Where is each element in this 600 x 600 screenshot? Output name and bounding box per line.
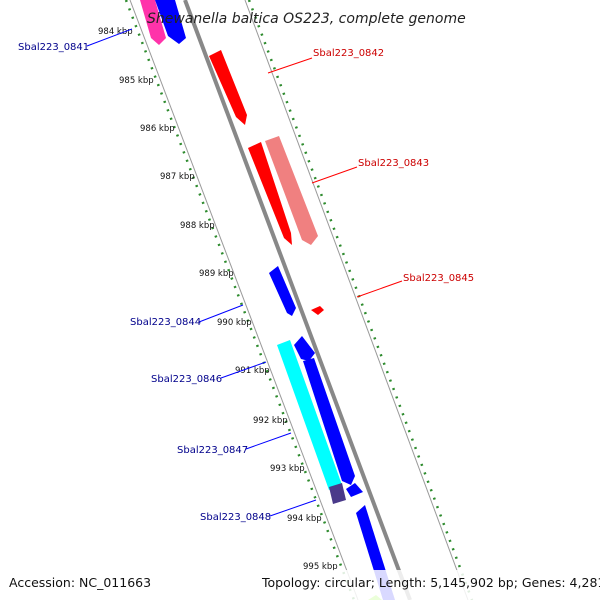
gene-feature-0848-small[interactable] — [346, 483, 363, 497]
gene-label-0848[interactable]: Sbal223_0848 — [200, 512, 271, 523]
tick-label: 989 kbp — [199, 269, 234, 279]
band-edge-left — [129, 0, 359, 600]
topology-text: Topology: circular; Length: 5,145,902 bp… — [261, 575, 600, 590]
gene-feature-0847[interactable] — [277, 340, 342, 490]
tick-label: 987 kbp — [160, 172, 195, 182]
callout-line-0841 — [86, 28, 133, 47]
tick-label: 993 kbp — [270, 464, 305, 474]
map-title: Shewanella baltica OS223, complete genom… — [147, 11, 466, 27]
gene-feature-0846[interactable] — [303, 358, 355, 485]
tick-label: 986 kbp — [140, 124, 175, 134]
gene-feature-0843-pink[interactable] — [265, 136, 318, 245]
gene-feature-0841-blue[interactable] — [155, 0, 186, 44]
footer-background — [0, 570, 600, 600]
tick-label: 988 kbp — [180, 221, 215, 231]
tick-track-left — [124, 0, 356, 600]
tick-label: 991 kbp — [235, 366, 270, 376]
gene-label-0842[interactable]: Sbal223_0842 — [313, 48, 384, 59]
gene-feature-0841-magenta[interactable] — [140, 0, 166, 45]
callout-line-0847 — [245, 432, 292, 450]
tick-label: 995 kbp — [303, 562, 338, 572]
backbone-band — [129, 0, 469, 600]
tick-label: 984 kbp — [98, 27, 133, 37]
gene-feature-0845[interactable] — [311, 306, 324, 315]
band-edge-right — [244, 0, 469, 600]
gene-label-0847[interactable]: Sbal223_0847 — [177, 445, 248, 456]
callout-line-0843 — [311, 166, 358, 184]
gene-label-0845[interactable]: Sbal223_0845 — [403, 273, 474, 284]
gene-label-0843[interactable]: Sbal223_0843 — [358, 158, 429, 169]
gene-label-0841[interactable]: Sbal223_0841 — [18, 42, 89, 53]
gene-labels: Sbal223_0841 Sbal223_0842 Sbal223_0843 S… — [18, 42, 474, 523]
kbp-ticks: 984 kbp 985 kbp 986 kbp 987 kbp 988 kbp … — [98, 27, 338, 572]
callout-line-0845 — [356, 280, 403, 298]
gene-feature-0847-end[interactable] — [329, 483, 346, 504]
tick-label: 985 kbp — [119, 76, 154, 86]
gene-feature-0846-blue-small[interactable] — [294, 336, 315, 361]
gene-feature-0844[interactable] — [269, 266, 296, 316]
genome-backbone — [183, 0, 412, 600]
tick-label: 992 kbp — [253, 416, 288, 426]
gene-label-0844[interactable]: Sbal223_0844 — [130, 317, 201, 328]
gene-feature-0843-red[interactable] — [248, 142, 292, 245]
accession-text: Accession: NC_011663 — [9, 575, 151, 590]
callout-lines — [86, 28, 403, 517]
callout-line-0844 — [198, 304, 244, 323]
callout-line-0846 — [220, 361, 267, 379]
tick-label: 990 kbp — [217, 318, 252, 328]
gene-label-0846[interactable]: Sbal223_0846 — [151, 374, 222, 385]
gene-feature-0842[interactable] — [209, 50, 247, 125]
callout-line-0842 — [267, 57, 313, 74]
tick-label: 994 kbp — [287, 514, 322, 524]
callout-line-0848 — [269, 499, 317, 517]
